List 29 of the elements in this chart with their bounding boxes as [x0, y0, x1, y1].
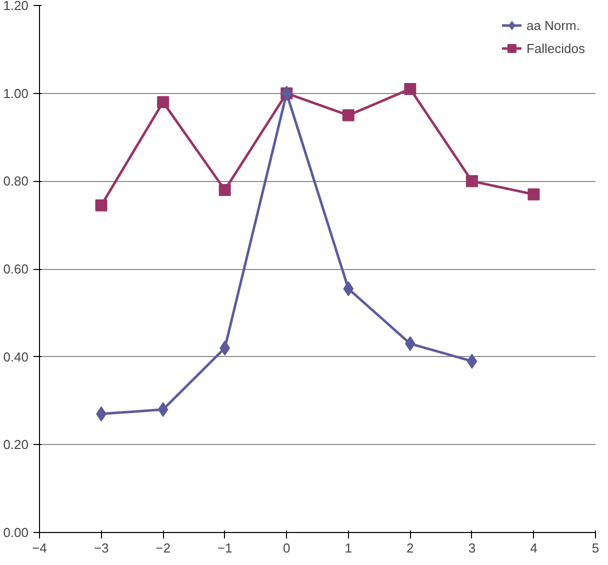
y-tick-label: 0.80	[3, 174, 29, 189]
y-tick-label: 1.20	[3, 0, 29, 13]
x-tick-label: −2	[156, 540, 170, 556]
point	[95, 199, 108, 212]
x-tick-label: 4	[530, 540, 538, 556]
x-tick-label: 1	[344, 540, 352, 556]
point	[404, 82, 416, 95]
point	[218, 184, 231, 196]
y-tick-label: 0.40	[3, 349, 29, 364]
x-tick-label: 2	[406, 540, 414, 556]
point	[342, 109, 354, 122]
x-tick-label: 0	[282, 540, 290, 556]
point	[157, 96, 170, 108]
point	[528, 188, 540, 200]
y-tick-label: 0.60	[3, 262, 29, 276]
legend-label: aa Norm.	[526, 18, 580, 32]
x-tick-label: 3	[468, 540, 476, 556]
y-tick-label: 0.00	[3, 525, 29, 540]
x-tick-label: −1	[217, 540, 232, 556]
legend-label: Fallecidos	[526, 40, 585, 56]
point	[466, 354, 478, 369]
point	[466, 175, 478, 188]
y-tick-label: 0.20	[3, 437, 29, 452]
point	[158, 402, 168, 418]
point	[343, 281, 354, 296]
y-tick-label: 1.00	[3, 86, 29, 101]
x-tick-label: −4	[32, 540, 47, 556]
x-tick-label: −3	[94, 540, 109, 556]
x-tick-label: 5	[592, 540, 600, 556]
